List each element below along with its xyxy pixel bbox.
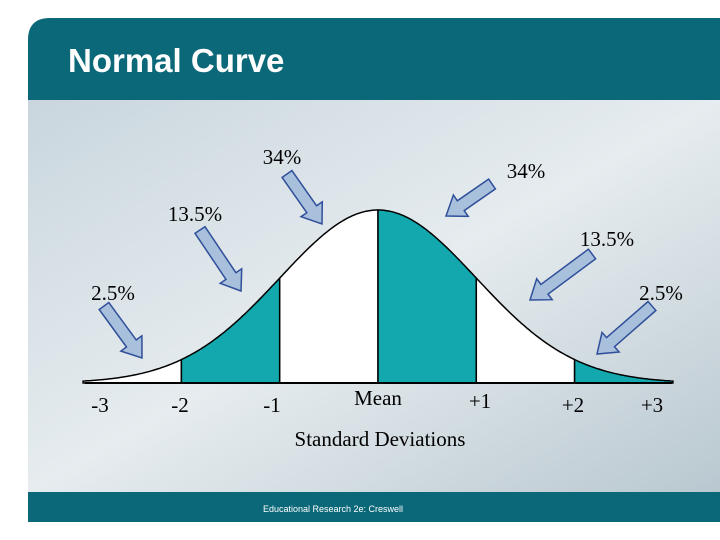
axis-label: -2: [171, 393, 189, 417]
annotation: 2.5%: [91, 281, 135, 305]
title: Normal Curve: [68, 42, 284, 79]
annotation: 13.5%: [580, 227, 634, 251]
annotation: 2.5%: [639, 281, 683, 305]
curve-region: [278, 209, 379, 384]
curve-region: [377, 209, 478, 384]
title-bar: [28, 18, 720, 100]
curve-region: [180, 276, 281, 384]
arrow: [596, 300, 657, 355]
curve-region: [475, 276, 576, 384]
annotation: 13.5%: [168, 202, 222, 226]
axis-title: Standard Deviations: [295, 427, 466, 451]
arrow: [528, 248, 597, 301]
axis-label: +1: [469, 389, 491, 413]
curve-region: [573, 358, 674, 384]
curve-region: [82, 358, 183, 384]
axis-label: -1: [263, 393, 281, 417]
annotation: 34%: [507, 159, 546, 183]
axis-label: -3: [91, 393, 109, 417]
footer: Educational Research 2e: Creswell: [263, 504, 403, 514]
normal-curve: [82, 209, 674, 384]
footer-bar: [28, 492, 720, 522]
arrow: [444, 178, 497, 218]
arrow: [281, 169, 324, 226]
arrow: [98, 301, 143, 360]
arrow: [193, 225, 243, 293]
axis-label: Mean: [354, 386, 402, 410]
annotation: 34%: [263, 145, 302, 169]
axis-label: +2: [562, 393, 584, 417]
axis-label: +3: [641, 393, 663, 417]
arrows: [98, 169, 657, 360]
